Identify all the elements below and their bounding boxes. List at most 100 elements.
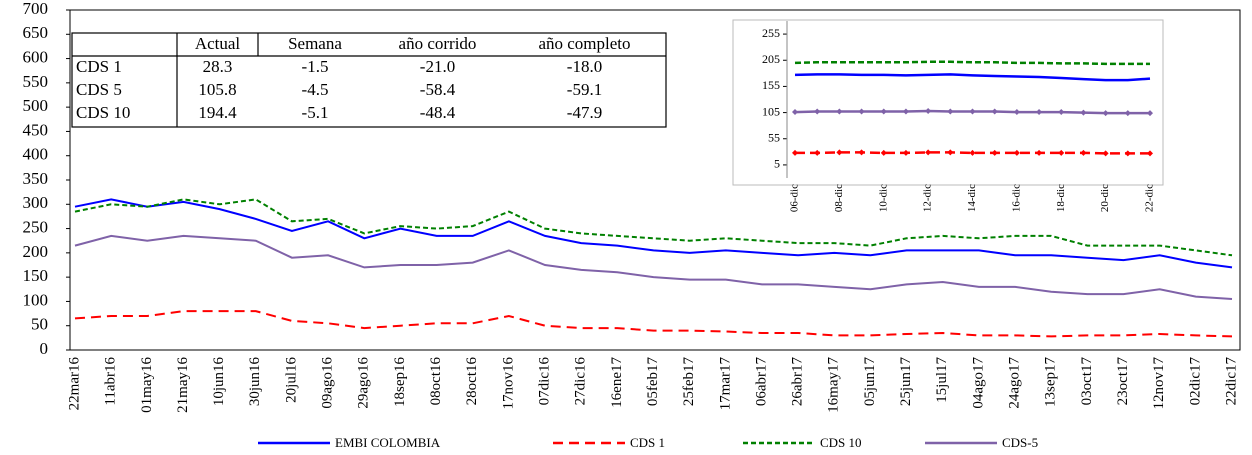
table-header: Actual (195, 34, 241, 53)
x-tick-label: 14-dic (966, 184, 978, 212)
marker (969, 149, 976, 156)
table-cell: -18.0 (567, 57, 602, 76)
x-tick-label: 05feb17 (645, 357, 661, 407)
marker (1036, 109, 1043, 116)
x-tick-label: 08oct16 (428, 357, 444, 406)
x-tick-label: 06abr17 (753, 357, 769, 407)
y-tick-label: 150 (23, 266, 49, 285)
x-tick-label: 05jun17 (862, 357, 878, 407)
marker (1147, 110, 1153, 117)
series-line (794, 60, 1150, 66)
marker (991, 108, 998, 115)
y-tick-label: 205 (762, 52, 780, 66)
marker (1080, 149, 1087, 156)
x-tick-label: 15jul17 (934, 357, 950, 403)
marker (836, 108, 843, 115)
marker (969, 108, 976, 115)
table-cell: -1.5 (302, 57, 329, 76)
x-tick-label: 22mar16 (66, 357, 82, 411)
x-tick-label: 09ago16 (320, 357, 336, 409)
y-tick-label: 500 (23, 96, 49, 115)
x-tick-label: 17nov16 (500, 357, 516, 410)
marker (1147, 150, 1153, 157)
inset-frame (732, 19, 1164, 186)
x-tick-label: 03oct17 (1079, 357, 1095, 406)
marker (792, 109, 798, 116)
marker (1013, 149, 1020, 156)
y-tick-label: 650 (23, 23, 49, 42)
x-tick-label: 18sep16 (392, 357, 408, 407)
table-cell: -4.5 (302, 80, 329, 99)
x-tick-label: 12-dic (922, 184, 934, 212)
y-tick-label: 5 (774, 157, 780, 171)
y-tick-label: 200 (23, 242, 49, 261)
table-cell: -47.9 (567, 103, 602, 122)
x-tick-label: 28oct16 (464, 357, 480, 406)
series-line (74, 198, 1233, 257)
table-cell: -48.4 (420, 103, 456, 122)
x-tick-label: 21may16 (175, 357, 191, 413)
marker (991, 149, 998, 156)
x-tick-label: 24ago17 (1007, 357, 1023, 409)
x-tick-label: 30jun16 (247, 357, 263, 407)
x-tick-label: 29ago16 (356, 357, 372, 409)
series-line (794, 73, 1151, 82)
x-tick-label: 25feb17 (681, 357, 697, 407)
y-tick-label: 50 (31, 315, 48, 334)
x-tick-label: 10jun16 (211, 357, 227, 407)
x-tick-label: 13sep17 (1043, 357, 1059, 407)
y-tick-label: 155 (762, 78, 780, 92)
legend-label: EMBI COLOMBIA (335, 435, 441, 450)
x-tick-label: 17mar17 (717, 357, 733, 411)
marker (1124, 110, 1131, 117)
x-tick-label: 12nov17 (1151, 357, 1167, 410)
legend-label: CDS 1 (630, 435, 665, 450)
series-line (74, 198, 1233, 269)
y-tick-label: 250 (23, 217, 49, 236)
y-tick-label: 350 (23, 169, 49, 188)
marker (880, 108, 887, 115)
table-cell: -59.1 (567, 80, 602, 99)
table-header: Semana (288, 34, 342, 53)
marker (858, 149, 865, 156)
table-row-label: CDS 5 (76, 80, 122, 99)
marker (902, 108, 909, 115)
marker (814, 108, 821, 115)
x-tick-label: 10-dic (877, 184, 889, 212)
x-tick-label: 06-dic (789, 184, 801, 212)
legend-label: CDS-5 (1002, 435, 1038, 450)
x-tick-label: 20jul16 (283, 357, 299, 403)
y-tick-label: 105 (762, 104, 780, 118)
table-cell: -5.1 (302, 103, 329, 122)
y-tick-label: 300 (23, 193, 49, 212)
x-tick-label: 16-dic (1010, 184, 1022, 212)
y-tick-label: 0 (40, 339, 49, 358)
y-tick-label: 700 (23, 0, 49, 18)
y-tick-label: 600 (23, 47, 49, 66)
x-tick-label: 25jun17 (898, 357, 914, 407)
marker (836, 149, 843, 156)
y-tick-label: 100 (23, 290, 49, 309)
marker (814, 149, 821, 156)
x-tick-label: 11abr16 (103, 357, 119, 406)
table-header: año completo (538, 34, 630, 53)
y-tick-label: 55 (768, 131, 780, 145)
marker (902, 149, 909, 156)
marker (1013, 109, 1020, 116)
table-cell: -58.4 (420, 80, 456, 99)
series-line (74, 310, 1233, 338)
x-tick-label: 02dic17 (1187, 357, 1203, 406)
marker (1036, 149, 1043, 156)
x-tick-label: 22-dic (1144, 184, 1156, 212)
y-tick-label: 450 (23, 120, 49, 139)
x-tick-label: 01may16 (139, 357, 155, 413)
legend-label: CDS 10 (820, 435, 862, 450)
y-tick-label: 400 (23, 145, 49, 164)
x-tick-label: 22dic17 (1223, 357, 1239, 406)
marker (947, 149, 954, 156)
marker (880, 149, 887, 156)
marker (1058, 109, 1065, 116)
marker (1124, 150, 1131, 157)
table-row-label: CDS 1 (76, 57, 122, 76)
